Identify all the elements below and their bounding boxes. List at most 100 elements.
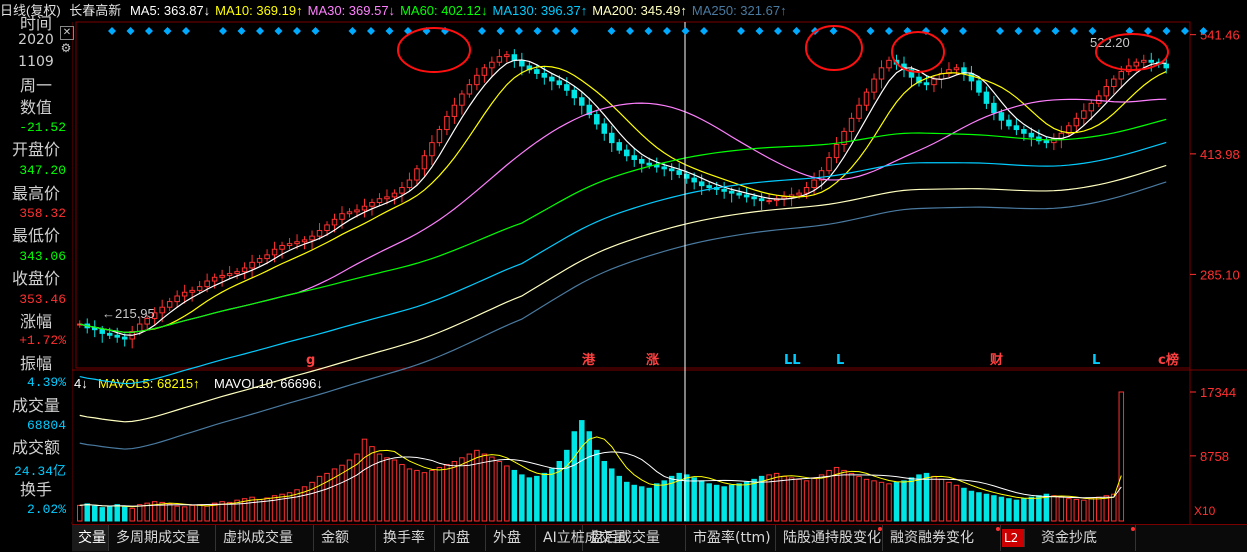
close-icon[interactable]: ✕ <box>60 26 74 40</box>
tab-7[interactable]: AI立桩成交量 <box>537 525 627 551</box>
volume-bar <box>256 498 263 522</box>
tab-9[interactable]: 市盈率(ttm) <box>687 525 776 551</box>
volume-bar <box>384 457 390 522</box>
volume-bar <box>953 484 960 522</box>
signal-diamond <box>348 27 357 35</box>
candle-body <box>661 166 667 170</box>
candle-body <box>1028 132 1035 138</box>
signal-diamond <box>1144 27 1152 35</box>
candle-body <box>623 149 630 157</box>
ma-line-3 <box>79 118 1167 333</box>
candle-body <box>841 130 847 146</box>
ma-label-4: MA130: 396.37↑ <box>492 3 588 18</box>
signal-diamond <box>663 27 671 35</box>
signal-diamond <box>959 27 967 35</box>
signal-diamond <box>755 27 764 35</box>
candle-body <box>549 76 555 82</box>
event-marker-5: 财 <box>990 352 1003 368</box>
volume-bar <box>826 469 832 522</box>
volume-bar <box>286 492 293 522</box>
vol-tick-0: 17344 <box>1200 385 1236 400</box>
candle-body <box>796 192 802 196</box>
volume-bar <box>1006 498 1012 522</box>
kline-chart[interactable]: 541.46 413.98 285.10 17344 8758 X10 4↓ MAVOL5: … <box>0 0 1247 524</box>
price-tick-0: 541.46 <box>1200 28 1240 43</box>
side-low-label: 最低价 <box>11 226 60 245</box>
candle-body <box>316 230 323 237</box>
candle-body <box>106 332 113 336</box>
ma-label-0: MA5: 363.87↓ <box>129 3 211 18</box>
side-turnover: 2.02% <box>26 502 66 517</box>
tab-10[interactable]: 陆股通持股变化 <box>777 525 883 551</box>
price-tick-2: 285.10 <box>1200 267 1240 282</box>
period-label[interactable]: 日线(复权) <box>0 3 61 18</box>
candle-body <box>421 155 428 170</box>
tab-11[interactable]: 融资融券变化 <box>884 525 1001 551</box>
signal-diamond <box>533 27 542 35</box>
volume-bar <box>938 478 945 522</box>
volume-bar <box>219 501 225 522</box>
ma-line-1 <box>79 65 1167 333</box>
candle-body <box>511 54 518 61</box>
signal-diamond <box>1199 27 1208 35</box>
candle-body <box>181 291 188 297</box>
candle-body <box>331 218 338 226</box>
event-marker-4: L <box>836 353 844 368</box>
tab-1[interactable]: 多周期成交量 <box>110 525 216 551</box>
volume-bar <box>796 478 802 522</box>
tab-2[interactable]: 虚拟成交量 <box>217 525 314 551</box>
tab-13[interactable]: 资金抄底 <box>1035 525 1136 551</box>
volume-bar <box>316 475 323 522</box>
mavol-line-0 <box>79 436 1122 508</box>
volume-bar <box>451 460 458 522</box>
event-marker-6: L <box>1092 353 1100 368</box>
volume-bar <box>1021 498 1027 522</box>
volume-bar <box>226 501 233 522</box>
signal-diamond <box>311 27 320 35</box>
volume-bar <box>1103 495 1110 522</box>
volume-bar <box>946 481 952 522</box>
candle-body <box>1043 140 1050 144</box>
volume-bar <box>474 449 480 522</box>
side-date: 1109 <box>18 54 54 70</box>
candle-body <box>309 235 315 241</box>
volume-bar <box>376 453 383 522</box>
tab-8[interactable]: 盘后成交量 <box>584 525 686 551</box>
signal-diamond <box>293 27 301 35</box>
gear-icon[interactable]: ⚙ <box>60 41 72 55</box>
candle-body <box>1126 65 1132 73</box>
signal-diamond <box>126 27 135 35</box>
side-close: 353.46 <box>19 292 66 307</box>
highlight-circle-0 <box>397 27 471 73</box>
volume-bar <box>91 505 98 522</box>
signal-diamond <box>792 27 801 35</box>
tab-0[interactable]: 交量 <box>72 525 109 551</box>
event-marker-1: 港 <box>582 352 596 368</box>
volume-bar <box>601 460 608 522</box>
tab-5[interactable]: 内盘 <box>436 525 486 551</box>
volume-bar <box>1073 498 1080 522</box>
tab-dot-10 <box>878 527 882 531</box>
tab-12[interactable]: L2 <box>1002 529 1025 547</box>
tab-4[interactable]: 换手率 <box>377 525 435 551</box>
volume-bar <box>571 431 578 522</box>
side-amount: 24.34亿 <box>13 464 66 479</box>
signal-diamond <box>570 27 579 35</box>
volume-bar <box>586 431 593 522</box>
candle-body <box>219 274 225 278</box>
ma-label-6: MA250: 321.67↑ <box>691 3 787 18</box>
volume-bar <box>848 472 855 522</box>
volume-bar <box>399 463 405 522</box>
tab-6[interactable]: 外盘 <box>487 525 536 551</box>
candle-body <box>436 129 443 144</box>
signal-diamond <box>1125 27 1134 35</box>
tab-3[interactable]: 金额 <box>315 525 376 551</box>
side-turnover-label: 换手 <box>19 480 52 499</box>
candle-body <box>114 334 120 338</box>
volume-bar <box>301 486 308 522</box>
candle-body <box>504 54 510 58</box>
volume-bar <box>511 469 518 522</box>
candle-body <box>444 115 450 131</box>
signal-diamond <box>385 27 394 35</box>
candle-body <box>354 209 360 213</box>
